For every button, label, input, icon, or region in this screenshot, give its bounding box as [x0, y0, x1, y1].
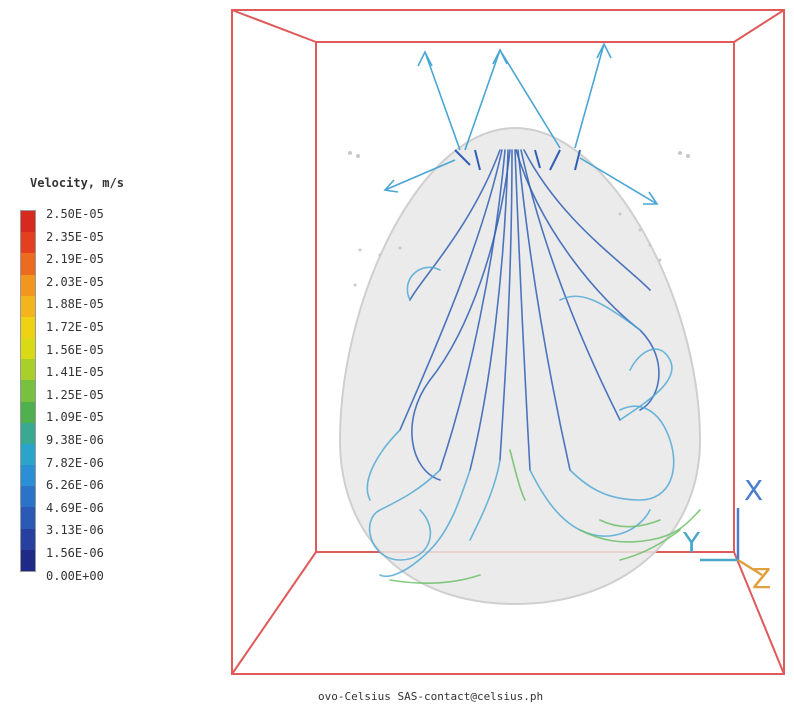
legend-swatch [21, 443, 35, 466]
legend-swatch [21, 232, 35, 254]
axis-y-label: Y [682, 526, 701, 559]
legend-swatch [21, 549, 35, 571]
legend-label: 1.25E-05 [46, 387, 104, 402]
legend-label: 1.56E-06 [46, 545, 104, 560]
legend-swatch [21, 486, 35, 508]
legend-label: 4.69E-06 [46, 500, 104, 515]
footer-credit: ovo-Celsius SAS-contact@celsius.ph [318, 690, 544, 703]
legend-swatch [21, 528, 35, 550]
legend-label: 2.03E-05 [46, 274, 104, 289]
legend-label: 1.72E-05 [46, 319, 104, 334]
legend-swatch [21, 507, 35, 529]
legend-swatch [21, 465, 35, 487]
legend-label: 9.38E-06 [46, 432, 104, 447]
legend-label: 0.00E+00 [46, 568, 104, 583]
legend-labels: 2.50E-05 2.35E-05 2.19E-05 2.03E-05 1.88E-05… [46, 203, 104, 587]
legend-swatch [21, 422, 35, 444]
mesh-dots [348, 151, 690, 287]
legend-label: 1.88E-05 [46, 297, 104, 312]
legend-swatch [21, 359, 35, 381]
legend-swatch [21, 274, 35, 296]
legend-label: 2.35E-05 [46, 229, 104, 244]
inlet-cluster [454, 149, 581, 171]
legend-swatch [21, 380, 35, 402]
legend-label: 3.13E-06 [46, 523, 104, 538]
legend-label: 1.09E-05 [46, 410, 104, 425]
legend-label: 2.19E-05 [46, 252, 104, 267]
legend-label: 2.50E-05 [46, 207, 104, 221]
egg-body [338, 126, 702, 606]
axis-triad [700, 508, 763, 577]
legend-label: 1.56E-05 [46, 342, 104, 357]
legend-swatch [21, 338, 35, 360]
axis-z-label: Z [752, 562, 771, 595]
legend-swatch [21, 316, 35, 339]
legend-label: 1.41E-05 [46, 365, 104, 380]
legend-title: Velocity, m/s [30, 176, 124, 190]
legend-swatch [21, 253, 35, 275]
legend-swatch [21, 211, 35, 233]
legend-swatch [21, 401, 35, 423]
legend-label: 6.26E-06 [46, 478, 104, 493]
legend-label: 7.82E-06 [46, 455, 104, 470]
flow-arrows [383, 42, 659, 205]
legend-swatch [21, 295, 35, 317]
streamlines [366, 149, 701, 585]
color-scale [20, 210, 36, 572]
axis-x-label: X [744, 474, 763, 507]
